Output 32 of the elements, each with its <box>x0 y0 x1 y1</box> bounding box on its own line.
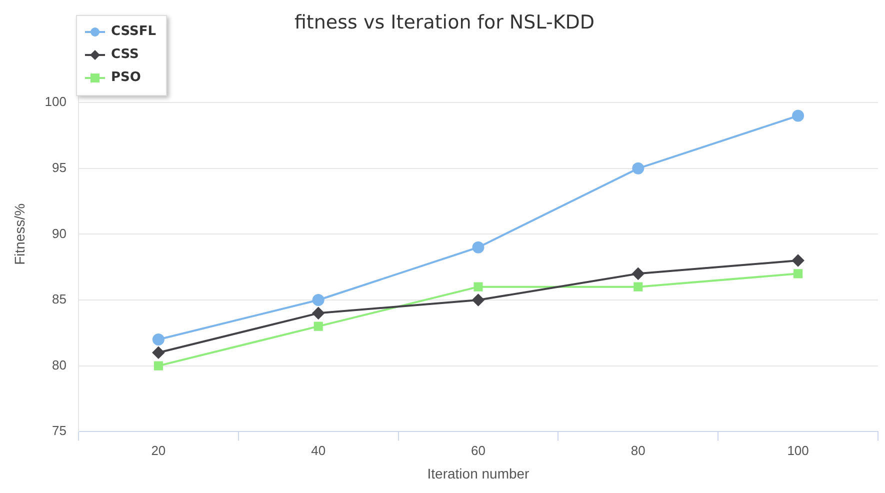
point <box>312 294 324 306</box>
point <box>792 254 804 267</box>
y-tick-label: 90 <box>52 226 66 241</box>
y-axis-title: Fitness/% <box>11 203 28 265</box>
x-tick-label: 100 <box>787 442 809 458</box>
y-tick-label: 75 <box>52 423 66 438</box>
y-tick-label: 85 <box>52 292 66 307</box>
point <box>792 110 804 122</box>
legend-label: CSS <box>111 47 139 62</box>
y-tick-label: 95 <box>52 160 66 175</box>
x-tick-label: 20 <box>151 442 166 458</box>
point <box>474 282 483 292</box>
chart-title: fitness vs Iteration for NSL-KDD <box>294 11 595 34</box>
x-tick-label: 80 <box>630 442 646 458</box>
point <box>472 294 484 306</box>
point <box>314 322 323 331</box>
point <box>312 307 324 320</box>
legend-label: CSSFL <box>111 24 156 39</box>
point <box>632 268 644 280</box>
legend-label: PSO <box>111 70 141 85</box>
x-axis-title: Iteration number <box>427 465 530 482</box>
y-tick-label: 100 <box>44 94 66 110</box>
x-tick-label: 40 <box>311 442 326 458</box>
point <box>154 361 163 370</box>
point <box>152 333 164 346</box>
point <box>794 269 803 278</box>
point <box>634 282 643 292</box>
point <box>632 162 644 174</box>
point <box>472 241 484 254</box>
y-tick-label: 80 <box>52 357 66 372</box>
x-tick-label: 60 <box>471 442 486 458</box>
point <box>152 346 164 359</box>
